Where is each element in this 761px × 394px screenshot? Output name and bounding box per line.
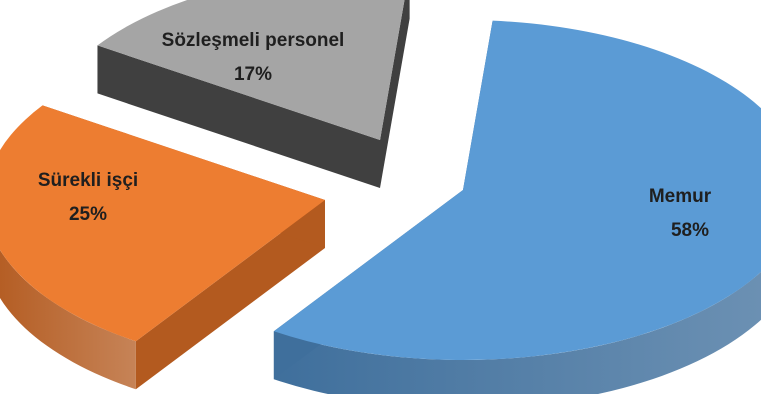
slice-side-memur-0 [273, 271, 761, 394]
slice-sürekli-işçi [0, 105, 325, 342]
slice-wall-sözleşmeli-personel-1 [380, 0, 410, 188]
label-memur-percent: 58% [671, 220, 709, 241]
slice-memur [273, 20, 761, 360]
label-sozlesmeli-personel-percent: 17% [234, 64, 272, 85]
slice-sözleşmeli-personel [97, 0, 405, 140]
slice-wall-sözleşmeli-personel-0 [97, 45, 381, 188]
slice-labels: Memur 58% Sürekli işçi 25% Sözleşmeli pe… [38, 30, 712, 241]
label-sozlesmeli-personel-name: Sözleşmeli personel [162, 30, 345, 51]
slice-tops [0, 0, 761, 360]
slice-wall-sürekli-işçi-0 [135, 200, 325, 390]
slice-side-sürekli-işçi-0 [0, 249, 136, 390]
label-memur-name: Memur [649, 186, 712, 207]
label-surekli-isci-percent: 25% [69, 204, 107, 225]
label-surekli-isci-name: Sürekli işçi [38, 170, 138, 191]
